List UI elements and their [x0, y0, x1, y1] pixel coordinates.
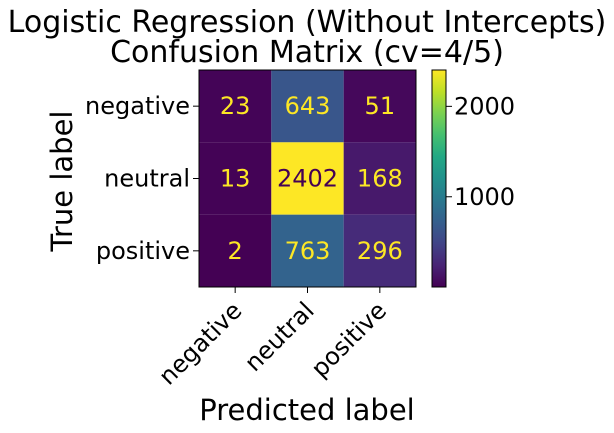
colorbar-tick-label-2: 2000	[454, 92, 515, 120]
matrix-group: 23 643 51 13 2402 168 2 763 296	[198, 69, 417, 288]
matrix-cell-1-3	[343, 70, 416, 143]
matrix-value-2-2: 2402	[277, 165, 338, 193]
matrix-cell-3-3	[343, 214, 416, 287]
matrix-value-3-3: 296	[357, 237, 403, 265]
colorbar-tick-label-1: 1000	[454, 183, 515, 211]
matrix-cell-1-2	[271, 70, 344, 143]
matrix-value-3-2: 763	[285, 237, 331, 265]
x-axis-label: Predicted label	[199, 393, 415, 427]
matrix-value-2-3: 168	[357, 165, 403, 193]
y-tick-label-2: neutral	[104, 165, 190, 193]
matrix-value-2-1: 13	[220, 165, 251, 193]
matrix-cell-2-1	[199, 142, 272, 215]
matrix-value-1-2: 643	[285, 92, 331, 120]
y-axis-label: True label	[45, 111, 79, 253]
y-tick-label-3: positive	[96, 237, 190, 265]
chart-title: Logistic Regression (Without Intercepts)	[8, 5, 607, 40]
chart-subtitle: Confusion Matrix (cv=4/5)	[110, 35, 504, 70]
matrix-value-3-1: 2	[228, 237, 243, 265]
x-tick-label-1: negative	[153, 296, 247, 390]
matrix-cell-3-2	[271, 214, 344, 287]
matrix-value-1-1: 23	[220, 92, 251, 120]
matrix-cell-2-2	[271, 142, 344, 215]
matrix-cell-2-3	[343, 142, 416, 215]
colorbar	[431, 69, 447, 288]
y-tick-group: negative neutral positive	[85, 92, 199, 265]
y-tick-label-1: negative	[85, 92, 190, 120]
colorbar-group: 1000 2000	[431, 69, 515, 288]
matrix-cell-3-1	[199, 214, 272, 287]
x-tick-label-3: positive	[306, 296, 392, 382]
matrix-value-1-3: 51	[365, 92, 396, 120]
matrix-cell-1-1	[199, 70, 272, 143]
